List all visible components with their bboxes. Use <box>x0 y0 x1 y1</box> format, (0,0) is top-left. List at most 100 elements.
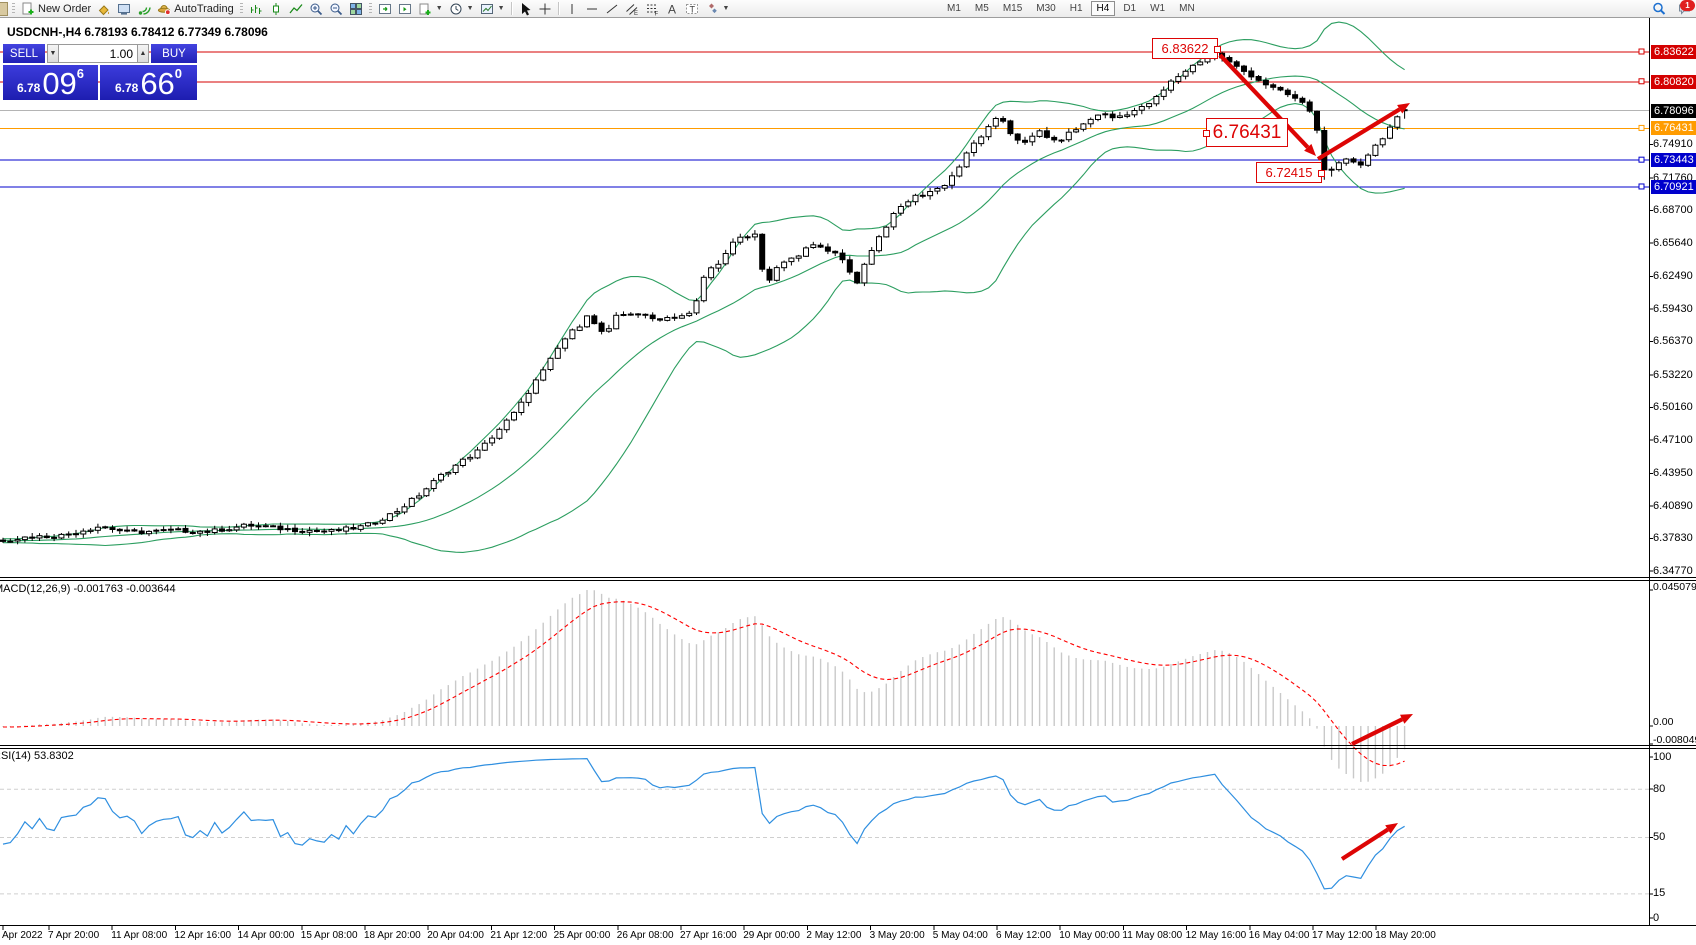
chart-shift-button[interactable] <box>395 1 415 17</box>
annotation-text: 6.83622 <box>1161 41 1209 56</box>
time-axis-label: 17 May 12:00 <box>1312 930 1373 941</box>
fibonacci-icon: F <box>646 4 658 16</box>
line-handle[interactable] <box>1638 183 1645 190</box>
trendline-button[interactable] <box>602 1 622 17</box>
line-handle[interactable] <box>1638 78 1645 85</box>
tile-windows-button[interactable] <box>346 1 366 17</box>
equidistant-channel-button[interactable]: E <box>622 1 642 17</box>
price-axis-label: 6.68700 <box>1653 204 1693 217</box>
sell-price-display[interactable]: 6.78 09 6 <box>3 65 98 100</box>
volume-increase-button[interactable]: ▲ <box>137 44 149 63</box>
new-order-button[interactable]: New Order <box>18 1 94 17</box>
buy-price-display[interactable]: 6.78 66 0 <box>100 65 197 100</box>
time-axis-label: 6 May 12:00 <box>996 930 1052 941</box>
new-chart-button[interactable]: ▼ <box>415 1 446 17</box>
price-badge: 6.83622 <box>1651 45 1696 59</box>
annotation-handle[interactable] <box>1203 129 1210 137</box>
horizontal-line-button[interactable] <box>582 1 602 17</box>
timeframe-toolbar: M1 M5 M15 M30 H1 H4 D1 W1 MN <box>940 0 1202 17</box>
trend-arrow[interactable] <box>1351 717 1404 746</box>
auto-scroll-button[interactable] <box>375 1 395 17</box>
line-handle[interactable] <box>1638 156 1645 163</box>
text-label-button[interactable]: T <box>682 1 702 17</box>
timeframe-button-m1[interactable]: M1 <box>941 1 967 16</box>
toolbar-grip <box>12 3 15 14</box>
buy-price-sup: 0 <box>174 66 183 81</box>
buy-button[interactable]: BUY <box>151 44 197 63</box>
candlestick-series <box>0 51 1408 545</box>
chart-colors-button[interactable] <box>94 1 114 17</box>
rsi-axis-label: 50 <box>1653 831 1666 843</box>
shapes-button[interactable]: ▼ <box>702 1 733 17</box>
price-axis-label: 6.56370 <box>1653 335 1693 348</box>
profile-button[interactable] <box>114 1 134 17</box>
annotation-text: 6.76431 <box>1212 121 1282 143</box>
zoom-out-button[interactable] <box>326 1 346 17</box>
template-button[interactable]: ▼ <box>477 1 508 17</box>
vertical-line-button[interactable] <box>562 1 582 17</box>
timeframe-button-w1[interactable]: W1 <box>1144 1 1171 16</box>
price-annotation[interactable]: 6.83622 <box>1152 38 1221 59</box>
time-axis-label: 5 May 04:00 <box>932 930 988 941</box>
timeframe-button-m30[interactable]: M30 <box>1030 1 1061 16</box>
timeframe-button-d1[interactable]: D1 <box>1117 1 1142 16</box>
search-icon <box>1653 2 1666 15</box>
price-axis-label: 6.37830 <box>1653 532 1693 545</box>
price-annotation[interactable]: 6.72415 <box>1256 162 1325 183</box>
signal-icon <box>138 6 151 15</box>
svg-text:F: F <box>654 11 658 16</box>
cursor-button[interactable] <box>515 1 535 17</box>
line-chart-button[interactable] <box>286 1 306 17</box>
autotrading-icon <box>158 4 171 15</box>
timeframe-button-h1[interactable]: H1 <box>1064 1 1089 16</box>
rsi-axis-label: 15 <box>1653 887 1666 900</box>
fibonacci-button[interactable]: F <box>642 1 662 17</box>
bar-chart-icon <box>250 4 262 14</box>
signals-button[interactable] <box>134 1 154 17</box>
trend-arrow[interactable] <box>1340 827 1390 861</box>
line-handle[interactable] <box>1638 48 1645 55</box>
timeframe-button-h4[interactable]: H4 <box>1090 1 1116 16</box>
crosshair-button[interactable] <box>535 1 555 17</box>
main-toolbar: New Order AutoTrading <box>0 0 1696 18</box>
sell-price-sup: 6 <box>76 66 85 81</box>
workstation-icon <box>118 3 131 15</box>
text-label-icon: T <box>685 3 698 14</box>
price-axis-label: 6.74910 <box>1653 138 1693 151</box>
svg-text:A: A <box>668 2 676 16</box>
search-button[interactable] <box>1649 1 1669 17</box>
annotation-handle[interactable] <box>1214 45 1221 53</box>
dropdown-arrow-icon: ▼ <box>722 5 730 12</box>
price-annotation[interactable]: 6.76431 <box>1203 118 1288 147</box>
line-handle[interactable] <box>1638 124 1645 131</box>
trend-arrow[interactable] <box>1218 53 1310 149</box>
toolbar-separator <box>557 2 559 15</box>
notifications-button[interactable]: 1 <box>1675 0 1695 16</box>
autotrading-button[interactable]: AutoTrading <box>154 1 237 17</box>
buy-price-prefix: 6.78 <box>114 81 139 95</box>
sell-button[interactable]: SELL <box>3 44 45 63</box>
time-axis-label: 3 May 20:00 <box>869 930 925 941</box>
bar-chart-button[interactable] <box>246 1 266 17</box>
timeframe-button-m15[interactable]: M15 <box>997 1 1028 16</box>
text-button[interactable]: A <box>662 1 682 17</box>
price-axis-label: 6.34770 <box>1653 564 1693 577</box>
candlestick-chart-button[interactable] <box>266 1 286 17</box>
price-axis-label: 6.43950 <box>1653 467 1693 480</box>
annotation-handle[interactable] <box>1318 169 1325 177</box>
period-button[interactable]: ▼ <box>446 1 477 17</box>
time-axis-label: 18 May 20:00 <box>1375 930 1436 941</box>
price-badge: 6.70921 <box>1651 179 1696 194</box>
timeframe-button-mn[interactable]: MN <box>1173 1 1201 16</box>
volume-decrease-button[interactable]: ▼ <box>47 44 59 63</box>
trend-arrow-head <box>1304 143 1316 156</box>
zoom-in-button[interactable] <box>306 1 326 17</box>
rsi-axis-label: 80 <box>1653 782 1666 795</box>
vertical-line-icon <box>571 3 573 14</box>
trend-arrow[interactable] <box>1316 107 1401 161</box>
volume-input[interactable] <box>59 44 137 63</box>
timeframe-button-m5[interactable]: M5 <box>969 1 995 16</box>
time-axis-label: 10 May 00:00 <box>1059 930 1120 941</box>
macd-signal-line <box>3 601 1405 767</box>
